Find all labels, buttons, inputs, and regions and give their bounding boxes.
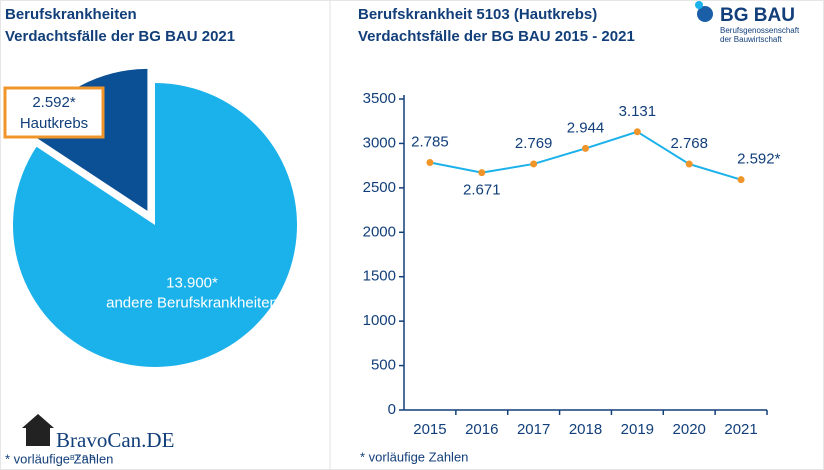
watermark-sub: B L O G bbox=[70, 455, 95, 462]
category-label: andere Berufskrankheiten bbox=[106, 295, 278, 312]
x-tick-label: 2020 bbox=[673, 421, 706, 438]
y-tick-label: 2000 bbox=[363, 223, 396, 240]
label-box bbox=[3, 86, 105, 139]
category-label: Hautkrebs bbox=[20, 115, 88, 132]
y-tick-label: 3000 bbox=[363, 134, 396, 151]
point bbox=[737, 176, 745, 184]
watermark-icon bbox=[22, 414, 54, 446]
y-tick-label: 3500 bbox=[363, 90, 396, 107]
watermark-text: BravoCan.DE bbox=[56, 428, 174, 452]
point bbox=[582, 144, 589, 152]
pie-title: Berufskrankheiten bbox=[5, 6, 137, 23]
line-note: * vorläufige Zahlen bbox=[360, 449, 468, 464]
y-tick-label: 500 bbox=[371, 357, 396, 374]
point bbox=[530, 160, 538, 168]
logo-text: der Bauwirtschaft bbox=[720, 35, 783, 44]
line-title: Berufskrankheit 5103 (Hautkrebs) bbox=[358, 6, 597, 23]
value-label: 2.592* bbox=[32, 94, 76, 111]
point bbox=[426, 159, 434, 167]
y-tick-label: 2500 bbox=[363, 179, 396, 196]
y-tick-label: 0 bbox=[388, 401, 396, 418]
pie-subtitle: Verdachtsfälle der BG BAU 2021 bbox=[5, 28, 235, 45]
x-tick-label: 2016 bbox=[465, 421, 498, 438]
value-label: 13.900* bbox=[166, 275, 218, 292]
value-label: 2.785 bbox=[411, 134, 449, 151]
logo-icon bbox=[697, 6, 713, 22]
point bbox=[685, 160, 693, 168]
value-label: 2.768 bbox=[670, 135, 708, 152]
x-tick-label: 2015 bbox=[413, 421, 446, 438]
value-label: 2.671 bbox=[463, 182, 501, 199]
watermark: BravoCan.DE B L O G bbox=[22, 414, 174, 462]
logo-name: BG BAU bbox=[720, 5, 795, 26]
logo-text: Berufsgenossenschaft bbox=[720, 26, 800, 35]
x-tick-label: 2017 bbox=[517, 421, 550, 438]
y-tick-label: 1000 bbox=[363, 312, 396, 329]
line-subtitle: Verdachtsfälle der BG BAU 2015 - 2021 bbox=[358, 28, 635, 45]
y-tick-label: 1500 bbox=[363, 268, 396, 285]
point bbox=[478, 169, 486, 177]
logo: BG BAU Berufsgenossenschaft der Bauwirts… bbox=[695, 1, 800, 44]
point bbox=[633, 128, 641, 136]
value-label: 2.592* bbox=[737, 151, 781, 168]
x-tick-label: 2019 bbox=[621, 421, 654, 438]
value-label: 2.944 bbox=[567, 119, 605, 136]
logo-icon bbox=[695, 1, 703, 9]
value-label: 3.131 bbox=[619, 103, 657, 120]
value-label: 2.769 bbox=[515, 135, 553, 152]
pie-slice bbox=[12, 83, 297, 367]
x-tick-label: 2021 bbox=[724, 421, 757, 438]
x-tick-label: 2018 bbox=[569, 421, 602, 438]
pie-note: * vorläufige Zahlen bbox=[5, 451, 113, 466]
